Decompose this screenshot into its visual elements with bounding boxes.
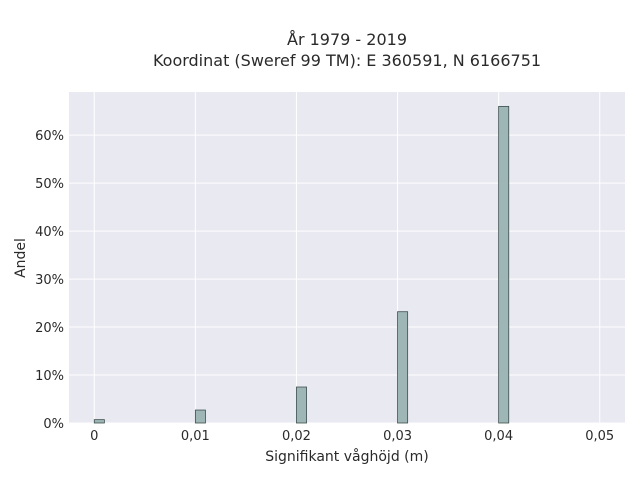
y-tick-label: 10% bbox=[35, 369, 64, 384]
plot-area bbox=[69, 92, 625, 423]
y-axis-ticks: 0% 10% 20% 30% 40% 50% 60% bbox=[35, 129, 64, 432]
y-tick-label: 50% bbox=[35, 177, 64, 192]
x-tick-label: 0,03 bbox=[383, 429, 412, 444]
x-axis-ticks: 0 0,01 0,02 0,03 0,04 0,05 bbox=[90, 429, 614, 444]
chart-title-line-1: År 1979 - 2019 bbox=[287, 30, 407, 49]
x-tick-label: 0,05 bbox=[585, 429, 614, 444]
y-tick-label: 60% bbox=[35, 129, 64, 144]
histogram-bar bbox=[498, 105, 510, 424]
x-tick-label: 0 bbox=[90, 429, 98, 444]
x-tick-label: 0,01 bbox=[181, 429, 210, 444]
histogram-bar bbox=[397, 311, 409, 424]
x-tick-label: 0,04 bbox=[484, 429, 513, 444]
chart-title-line-2: Koordinat (Sweref 99 TM): E 360591, N 61… bbox=[153, 51, 541, 70]
y-tick-label: 0% bbox=[43, 417, 64, 432]
x-axis-label: Signifikant våghöjd (m) bbox=[265, 448, 428, 465]
histogram-bar bbox=[296, 386, 307, 424]
bars-layer bbox=[93, 105, 510, 424]
histogram-bar bbox=[93, 419, 105, 424]
y-tick-label: 40% bbox=[35, 225, 64, 240]
y-axis-label: Andel bbox=[13, 238, 29, 278]
histogram-bar bbox=[194, 409, 206, 424]
y-tick-label: 20% bbox=[35, 321, 64, 336]
x-tick-label: 0,02 bbox=[282, 429, 311, 444]
y-tick-label: 30% bbox=[35, 273, 64, 288]
